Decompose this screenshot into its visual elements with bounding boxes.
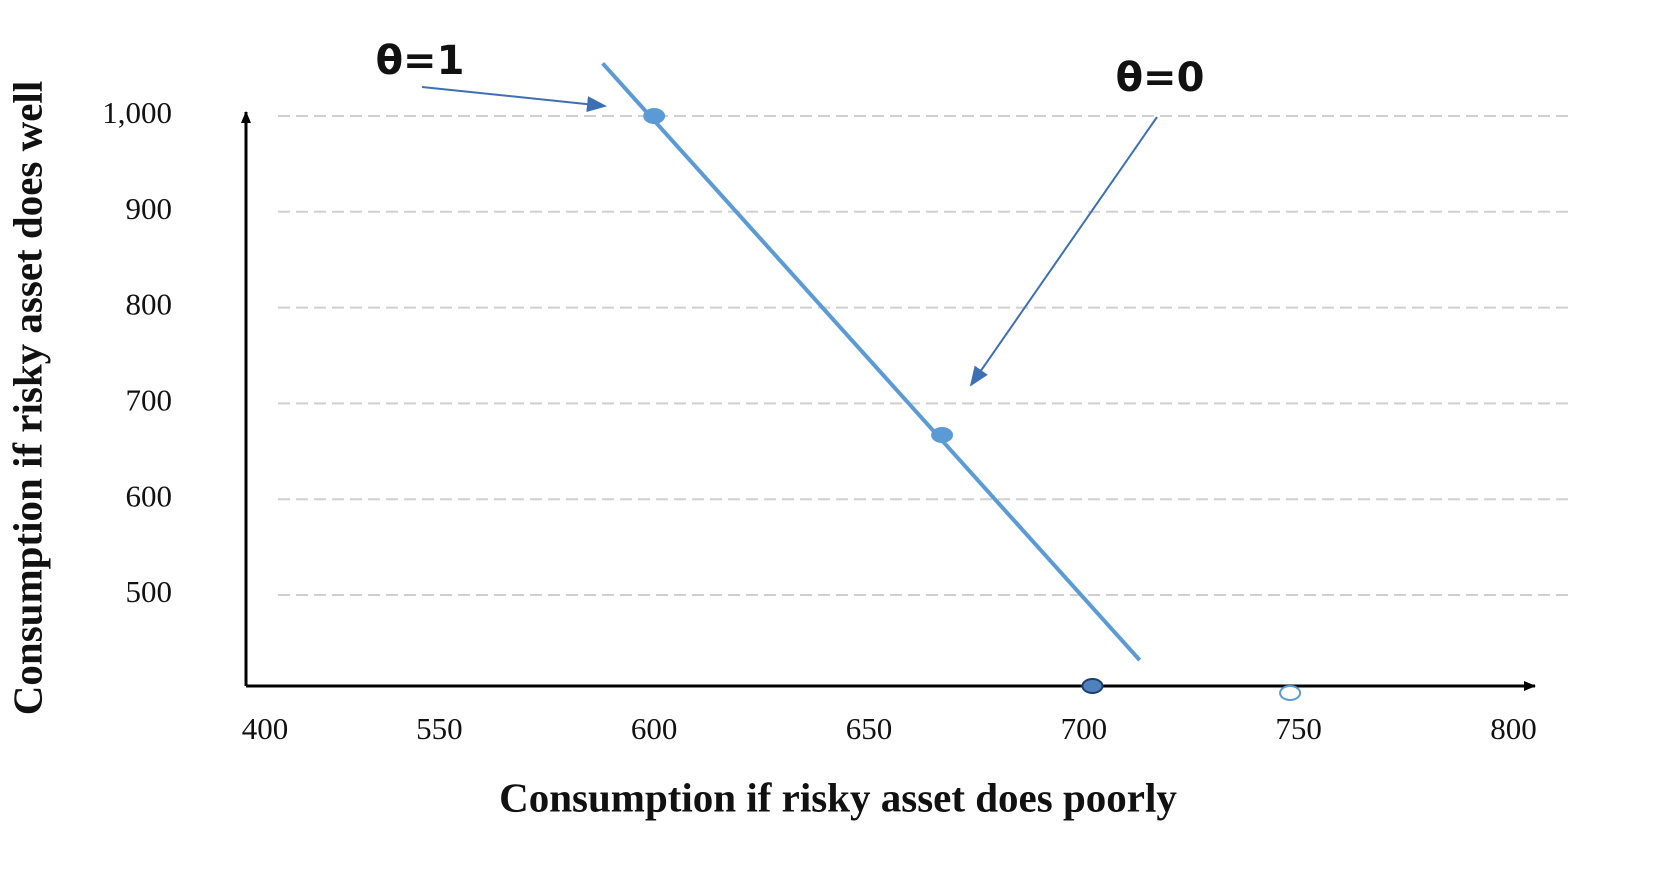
annotation: θ=0 [1116, 55, 1205, 101]
line [601, 61, 1142, 662]
x-tick-label: 650 [846, 711, 893, 746]
grid [278, 115, 1568, 596]
y-tick-label: 700 [126, 383, 173, 418]
y-tick-label: 900 [126, 191, 173, 226]
x-tick-label: 750 [1275, 711, 1322, 746]
x-tick-label: 800 [1490, 711, 1537, 746]
y-tick-label: 500 [126, 574, 173, 609]
axis-point [1279, 685, 1302, 701]
x-origin-label: 400 [242, 711, 289, 746]
y-axis-title: Consumption if risky asset does well [4, 81, 50, 715]
annotation-arrow [969, 116, 1158, 387]
point [931, 427, 954, 444]
y-tick-label: 1,000 [102, 95, 172, 130]
y-tick-label: 600 [126, 478, 173, 513]
annotation-arrow [421, 86, 607, 113]
annotation: θ=1 [376, 38, 465, 84]
point [643, 108, 666, 124]
x-tick-label: 700 [1061, 711, 1108, 746]
axis-point [1081, 678, 1104, 694]
x-axis-title: Consumption if risky asset does poorly [499, 774, 1177, 820]
y-tick-label: 800 [126, 287, 173, 322]
x-tick-label: 600 [631, 711, 678, 746]
x-tick-label: 550 [416, 711, 463, 746]
